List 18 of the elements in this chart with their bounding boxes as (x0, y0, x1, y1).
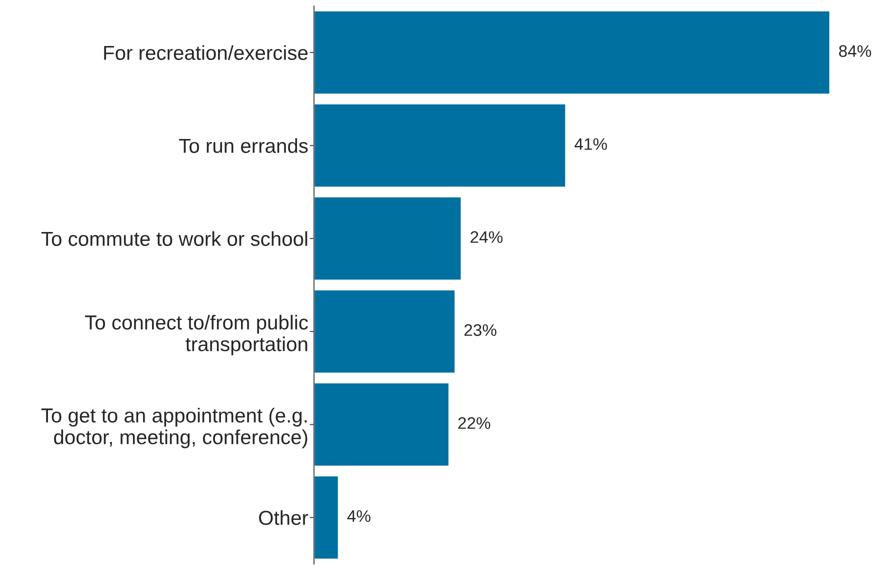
bar (314, 10, 830, 96)
y-tick-label: To connect to/from public transportation (85, 314, 308, 356)
data-label: 84% (839, 45, 872, 57)
y-tick-label: To commute to work or school (41, 231, 308, 246)
y-tick-label: Other (259, 510, 308, 525)
bar (314, 288, 456, 374)
data-label: 22% (458, 417, 490, 429)
data-label: 23% (464, 324, 496, 336)
bar (314, 102, 567, 188)
bar (314, 474, 340, 560)
y-tick-label: To get to an appointment (e.g. doctor, meeting, conference) (41, 408, 308, 448)
data-label: 4% (347, 510, 370, 522)
bar (314, 196, 462, 282)
data-label: 41% (574, 138, 607, 150)
data-label: 24% (470, 231, 503, 243)
bar (314, 382, 450, 468)
y-tick-label: For recreation/exercise (104, 45, 308, 60)
y-tick-label: To run errands (179, 138, 308, 153)
